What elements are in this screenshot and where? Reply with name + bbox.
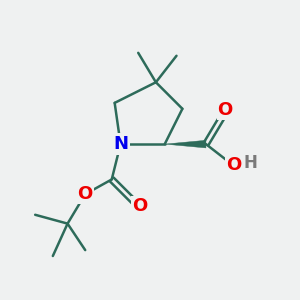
Text: O: O	[218, 101, 233, 119]
Text: O: O	[226, 156, 242, 174]
Text: N: N	[113, 135, 128, 153]
Text: O: O	[132, 197, 147, 215]
Text: H: H	[243, 154, 257, 172]
Text: O: O	[78, 185, 93, 203]
Polygon shape	[165, 140, 206, 148]
